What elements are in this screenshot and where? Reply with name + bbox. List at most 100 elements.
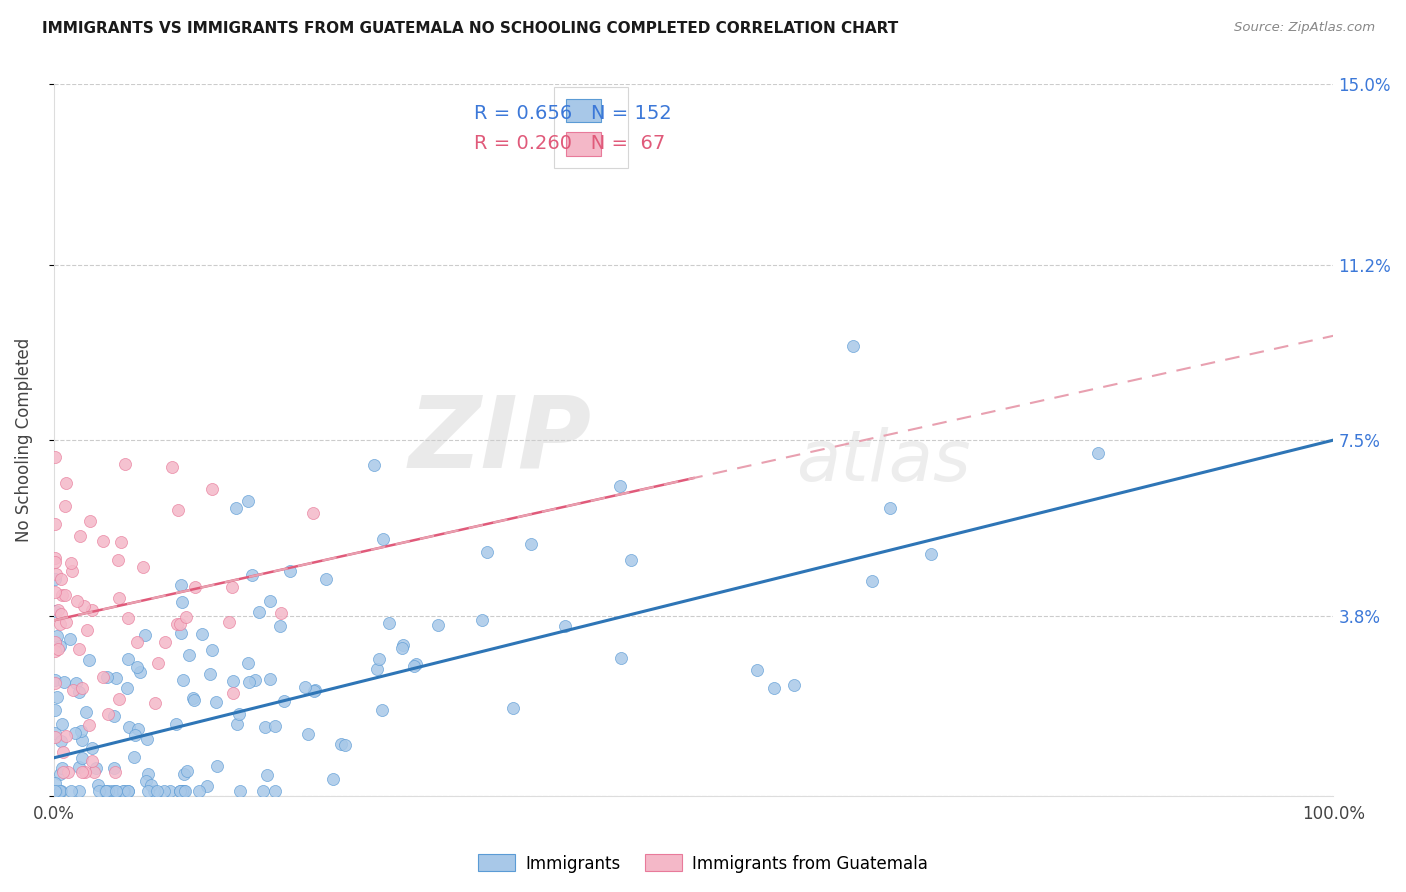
Point (44, 555, 66, 569)
Point (253, 720, 276, 734)
Point (51, 717, 73, 731)
Point (153, 635, 176, 649)
Point (52, 745, 75, 759)
Point (49, 784, 72, 798)
Point (91, 534, 114, 549)
Point (170, 578, 193, 592)
Point (127, 723, 149, 737)
Point (174, 609, 197, 624)
Point (173, 673, 195, 687)
Point (55, 615, 77, 630)
Point (44, 634, 66, 648)
Point (173, 767, 195, 781)
Point (44, 604, 66, 618)
Point (52, 765, 75, 780)
Point (67, 760, 90, 774)
Point (304, 683, 326, 698)
Point (610, 650, 633, 665)
Point (201, 482, 224, 496)
Y-axis label: No Schooling Completed: No Schooling Completed (15, 338, 32, 542)
Point (67, 685, 90, 699)
Point (475, 544, 498, 558)
Point (329, 737, 352, 751)
Point (322, 772, 344, 786)
Point (117, 652, 139, 666)
Point (48, 767, 70, 781)
Point (45, 784, 67, 798)
Point (82, 740, 104, 755)
Point (110, 534, 132, 549)
Point (170, 784, 193, 798)
Point (94, 784, 117, 798)
Point (49, 639, 72, 653)
Point (49, 734, 72, 748)
Point (520, 537, 543, 551)
Point (371, 703, 394, 717)
Point (59, 632, 82, 646)
Point (181, 690, 204, 705)
Point (67, 641, 90, 656)
Point (44, 516, 66, 531)
Point (762, 681, 785, 696)
Point (392, 638, 415, 652)
Point (294, 680, 316, 694)
Point (471, 613, 494, 627)
Point (169, 784, 191, 798)
Point (145, 784, 167, 798)
Point (920, 547, 942, 561)
Point (221, 580, 243, 594)
Point (176, 764, 198, 778)
Point (302, 683, 325, 698)
Point (51, 762, 73, 776)
Point (44, 784, 66, 798)
Point (46, 603, 69, 617)
Point (70, 723, 93, 738)
Point (225, 500, 247, 515)
Point (135, 731, 157, 746)
Legend: Immigrants, Immigrants from Guatemala: Immigrants, Immigrants from Guatemala (471, 847, 935, 880)
Point (879, 501, 901, 516)
Point (107, 553, 129, 567)
Point (278, 564, 301, 578)
Point (366, 662, 388, 676)
Point (76, 624, 98, 638)
Point (104, 784, 127, 798)
Point (243, 673, 266, 687)
Point (56, 765, 79, 780)
Point (77, 718, 100, 732)
Text: R = 0.656   N = 152: R = 0.656 N = 152 (474, 104, 671, 123)
Point (127, 634, 149, 648)
Point (427, 618, 450, 632)
Point (142, 784, 165, 798)
Point (195, 779, 218, 793)
Point (270, 606, 292, 620)
Text: Source: ZipAtlas.com: Source: ZipAtlas.com (1234, 21, 1375, 34)
Point (122, 750, 145, 764)
Point (70, 733, 93, 747)
Point (842, 339, 865, 353)
Point (554, 619, 576, 633)
Point (44, 572, 66, 586)
Point (73, 599, 96, 613)
Point (44, 551, 66, 566)
Point (169, 617, 191, 632)
Point (49, 784, 72, 798)
Point (127, 660, 149, 674)
Point (377, 616, 399, 631)
Point (135, 773, 157, 788)
Point (118, 720, 141, 734)
Point (166, 617, 188, 632)
Point (46, 690, 69, 704)
Point (228, 706, 250, 721)
Point (51, 607, 73, 622)
Point (609, 479, 631, 493)
Point (107, 691, 129, 706)
Point (264, 784, 287, 798)
Legend: , : , (554, 87, 628, 168)
Point (112, 784, 135, 798)
Point (205, 759, 228, 773)
Point (44, 585, 66, 599)
Point (46, 784, 69, 798)
Point (745, 663, 768, 677)
Point (165, 717, 187, 731)
